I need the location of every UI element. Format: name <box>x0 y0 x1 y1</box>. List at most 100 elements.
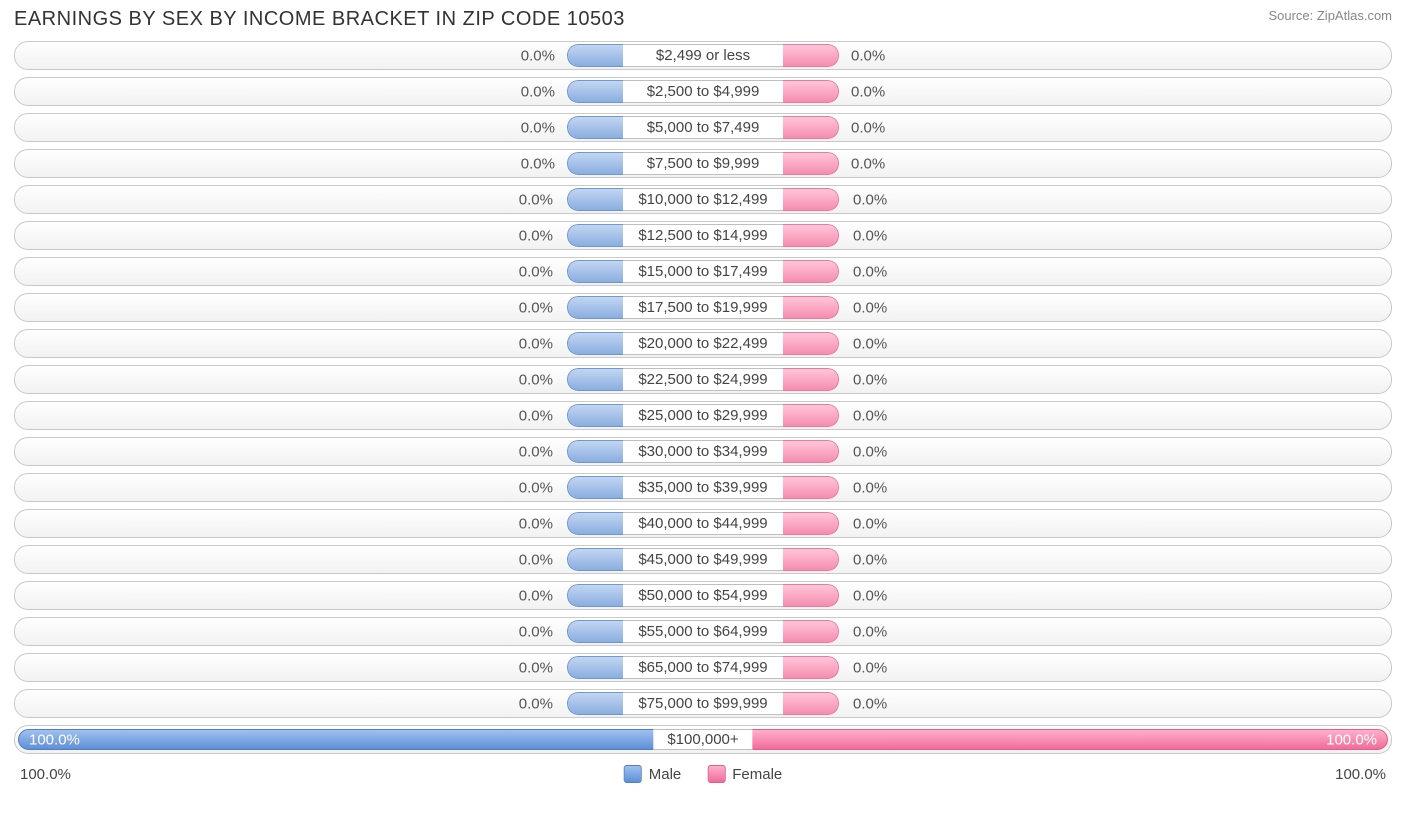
bracket-pill: $10,000 to $12,499 <box>567 188 839 211</box>
female-bar <box>783 620 839 643</box>
chart-title: EARNINGS BY SEX BY INCOME BRACKET IN ZIP… <box>14 8 625 31</box>
bracket-pill: $7,500 to $9,999 <box>567 152 839 175</box>
chart-row: $75,000 to $99,999 0.0% 0.0% <box>14 689 1392 718</box>
female-bar <box>783 224 839 247</box>
female-bar <box>783 44 839 67</box>
male-value: 0.0% <box>521 83 555 100</box>
chart-row: $12,500 to $14,9990.0%0.0% <box>14 221 1392 250</box>
male-bar <box>567 44 623 67</box>
bracket-label: $10,000 to $12,499 <box>623 188 783 211</box>
male-bar <box>567 116 623 139</box>
female-bar <box>783 404 839 427</box>
female-value: 0.0% <box>851 119 885 136</box>
bracket-pill: $2,499 or less <box>567 44 839 67</box>
chart-row: $50,000 to $54,999 0.0% 0.0% <box>14 581 1392 610</box>
chart-row: $25,000 to $29,9990.0%0.0% <box>14 401 1392 430</box>
male-bar <box>567 512 623 535</box>
bracket-pill: $50,000 to $54,999 <box>567 584 839 607</box>
female-value: 0.0% <box>853 263 887 280</box>
female-value: 0.0% <box>853 515 887 532</box>
chart-row: $17,500 to $19,9990.0%0.0% <box>14 293 1392 322</box>
bracket-pill: $30,000 to $34,999 <box>567 440 839 463</box>
male-value: 0.0% <box>519 263 553 280</box>
bracket-label: $12,500 to $14,999 <box>623 224 783 247</box>
bracket-label: $75,000 to $99,999 <box>623 692 783 715</box>
chart-source: Source: ZipAtlas.com <box>1268 8 1392 23</box>
chart-row: $10,000 to $12,499 0.0% 0.0% <box>14 185 1392 214</box>
male-value: 0.0% <box>519 515 553 532</box>
bracket-pill: $2,500 to $4,999 <box>567 80 839 103</box>
male-bar <box>567 224 623 247</box>
chart-row: $22,500 to $24,9990.0%0.0% <box>14 365 1392 394</box>
axis-right-label: 100.0% <box>1335 766 1386 783</box>
legend-female-label: Female <box>732 766 782 783</box>
male-value: 0.0% <box>519 335 553 352</box>
female-bar <box>783 332 839 355</box>
male-bar <box>567 368 623 391</box>
male-value: 0.0% <box>519 587 553 604</box>
chart-row: $45,000 to $49,9990.0%0.0% <box>14 545 1392 574</box>
bracket-label: $2,500 to $4,999 <box>623 80 783 103</box>
male-value: 0.0% <box>519 479 553 496</box>
bracket-pill: $35,000 to $39,999 <box>567 476 839 499</box>
female-bar <box>783 584 839 607</box>
female-bar <box>783 476 839 499</box>
female-value: 0.0% <box>853 299 887 316</box>
bracket-label: $22,500 to $24,999 <box>623 368 783 391</box>
female-bar <box>783 260 839 283</box>
male-value: 0.0% <box>519 623 553 640</box>
female-value: 0.0% <box>853 695 887 712</box>
bracket-label: $5,000 to $7,499 <box>623 116 783 139</box>
female-value: 0.0% <box>853 659 887 676</box>
bracket-label: $25,000 to $29,999 <box>623 404 783 427</box>
male-value: 100.0% <box>29 731 80 748</box>
male-bar <box>567 332 623 355</box>
male-value: 0.0% <box>521 119 555 136</box>
male-value: 0.0% <box>521 47 555 64</box>
female-bar <box>783 368 839 391</box>
male-bar <box>567 152 623 175</box>
female-value: 0.0% <box>853 623 887 640</box>
male-bar <box>567 476 623 499</box>
chart-row: $20,000 to $22,499 0.0% 0.0% <box>14 329 1392 358</box>
male-bar <box>567 296 623 319</box>
female-value: 0.0% <box>853 551 887 568</box>
female-swatch-icon <box>707 765 725 783</box>
male-value: 0.0% <box>521 155 555 172</box>
earnings-chart: $2,499 or less 0.0% 0.0% $2,500 to $4,999 0.… <box>14 41 1392 754</box>
female-value: 0.0% <box>853 191 887 208</box>
legend-female: Female <box>707 765 782 783</box>
bracket-pill: $75,000 to $99,999 <box>567 692 839 715</box>
female-bar <box>783 440 839 463</box>
bracket-label: $45,000 to $49,999 <box>623 548 783 571</box>
female-bar <box>783 692 839 715</box>
female-value: 0.0% <box>853 587 887 604</box>
bracket-label: $7,500 to $9,999 <box>623 152 783 175</box>
legend-male-label: Male <box>649 766 682 783</box>
bracket-label: $35,000 to $39,999 <box>623 476 783 499</box>
legend: Male Female <box>624 765 783 783</box>
male-value: 0.0% <box>519 695 553 712</box>
bracket-label: $30,000 to $34,999 <box>623 440 783 463</box>
female-value: 0.0% <box>853 335 887 352</box>
bracket-label: $55,000 to $64,999 <box>623 620 783 643</box>
bracket-label: $40,000 to $44,999 <box>623 512 783 535</box>
bracket-label: $50,000 to $54,999 <box>623 584 783 607</box>
bracket-pill: $65,000 to $74,999 <box>567 656 839 679</box>
male-bar <box>18 729 703 750</box>
male-value: 0.0% <box>519 191 553 208</box>
male-bar <box>567 692 623 715</box>
legend-male: Male <box>624 765 682 783</box>
female-value: 0.0% <box>853 443 887 460</box>
male-bar <box>567 620 623 643</box>
bracket-pill: $25,000 to $29,999 <box>567 404 839 427</box>
chart-row: $30,000 to $34,9990.0%0.0% <box>14 437 1392 466</box>
bracket-label: $15,000 to $17,499 <box>623 260 783 283</box>
bracket-pill: $22,500 to $24,999 <box>567 368 839 391</box>
male-value: 0.0% <box>519 227 553 244</box>
bracket-pill: $20,000 to $22,499 <box>567 332 839 355</box>
female-bar <box>703 729 1388 750</box>
bracket-pill: $12,500 to $14,999 <box>567 224 839 247</box>
axis-left-label: 100.0% <box>20 766 71 783</box>
male-bar <box>567 656 623 679</box>
